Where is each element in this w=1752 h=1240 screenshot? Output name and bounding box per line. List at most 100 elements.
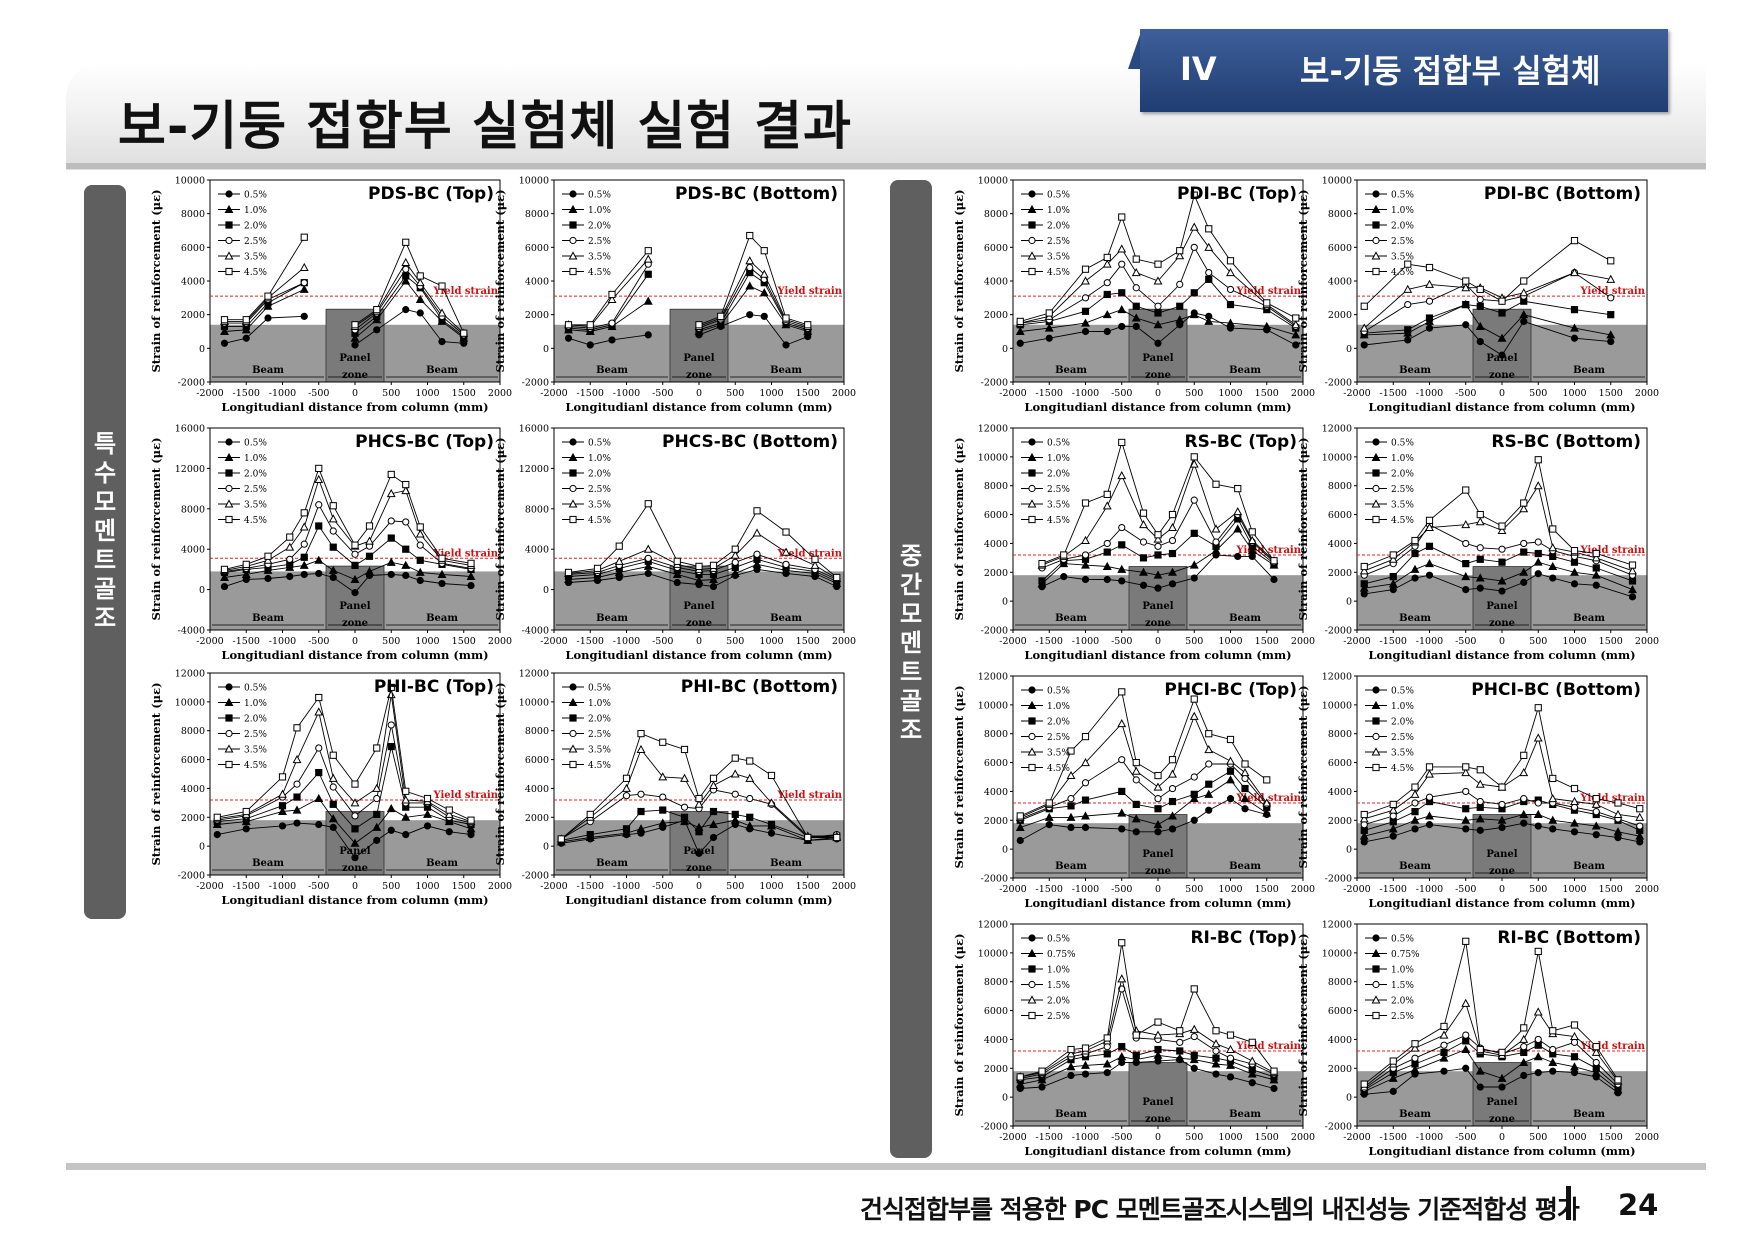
x-tick-label: -500: [1111, 1132, 1132, 1143]
data-point: [1425, 763, 1434, 771]
data-point: [1570, 547, 1579, 555]
y-tick-label: 6000: [984, 758, 1008, 769]
data-point: [1103, 1034, 1111, 1042]
data-point: [643, 296, 653, 305]
panel-zone-label: zone: [686, 863, 712, 874]
x-tick-label: 2000: [1291, 1132, 1315, 1143]
y-tick-label: 6000: [181, 755, 205, 766]
x-tick-label: -2000: [196, 636, 223, 647]
x-tick-label: -2000: [540, 881, 567, 892]
beam-label: Beam: [252, 365, 284, 376]
data-point: [1270, 575, 1278, 584]
x-axis-label: Longitudianl distance from column (mm): [1368, 896, 1635, 910]
data-point: [315, 693, 323, 702]
legend-marker: [569, 760, 577, 769]
yield-strain-label: Yield strain: [1236, 545, 1302, 556]
data-point: [746, 231, 754, 240]
data-point: [1118, 1058, 1126, 1067]
data-point: [373, 794, 381, 803]
data-point: [1103, 548, 1111, 556]
legend-marker: [1372, 438, 1380, 446]
data-point: [608, 319, 616, 327]
series-line: [224, 503, 472, 572]
legend-label: 1.0%: [1047, 454, 1070, 464]
data-point: [1153, 819, 1163, 829]
legend-label: 3.5%: [1391, 501, 1414, 511]
data-point: [1461, 520, 1471, 529]
data-point: [329, 573, 337, 582]
x-tick-label: 1000: [415, 388, 439, 399]
data-point: [1154, 260, 1162, 268]
data-point: [1519, 288, 1529, 297]
data-point: [402, 238, 410, 246]
data-point: [1411, 783, 1419, 791]
data-point: [1411, 574, 1419, 582]
y-tick-label: 0: [1002, 597, 1008, 608]
data-point: [315, 501, 323, 509]
data-point: [329, 527, 337, 535]
panel-zone-label: zone: [342, 370, 368, 381]
data-point: [1425, 279, 1434, 288]
y-tick-label: 8000: [1328, 729, 1352, 740]
data-point: [1067, 1071, 1075, 1080]
y-tick-label: 12000: [978, 672, 1008, 683]
data-point: [745, 256, 755, 265]
data-point: [760, 312, 768, 320]
data-point: [1359, 566, 1369, 575]
data-point: [1189, 1024, 1199, 1033]
series-line: [224, 467, 472, 570]
data-point: [328, 773, 338, 782]
data-point: [1212, 1047, 1220, 1055]
y-tick-label: 10000: [1322, 948, 1352, 959]
x-tick-label: -500: [1111, 636, 1132, 647]
data-point: [1534, 799, 1542, 807]
x-tick-label: 500: [1529, 884, 1547, 895]
data-point: [1359, 323, 1369, 332]
data-point: [1533, 1052, 1543, 1061]
y-tick-label: 2000: [181, 310, 205, 321]
data-point: [1591, 821, 1601, 830]
y-tick-label: 6000: [984, 510, 1008, 521]
data-point: [1212, 538, 1220, 546]
data-point: [1411, 1040, 1419, 1048]
data-point: [1549, 1067, 1557, 1075]
data-point: [1614, 1076, 1622, 1084]
data-point: [1497, 576, 1507, 585]
chart-panel: -4000 0 4000 8000 12000 16000 -2000 -1500 -1000 -…: [140, 420, 515, 670]
legend-marker: [1372, 190, 1380, 198]
legend-label: 0.5%: [1047, 439, 1070, 449]
beam-label: Beam: [770, 613, 802, 624]
data-point: [745, 821, 755, 830]
data-point: [278, 806, 287, 816]
data-point: [782, 341, 790, 349]
legend-label: 2.0%: [1391, 222, 1414, 232]
x-tick-label: 1000: [759, 636, 783, 647]
x-tick-label: 0: [1499, 388, 1505, 399]
data-point: [1635, 831, 1645, 840]
data-point: [1592, 795, 1600, 803]
data-point: [1498, 351, 1506, 359]
data-point: [833, 573, 841, 582]
data-point: [1520, 539, 1528, 548]
data-point: [242, 316, 250, 324]
data-point: [1118, 289, 1126, 297]
data-point: [1117, 564, 1127, 573]
data-point: [278, 773, 287, 781]
data-point: [1016, 812, 1024, 820]
legend-label: 0.5%: [244, 191, 267, 201]
data-point: [1462, 486, 1470, 494]
chart-panel: -2000 0 2000 4000 6000 8000 10000 12000 -2000 -15…: [1287, 916, 1662, 1166]
legend-label: 3.5%: [244, 253, 267, 263]
data-point: [1497, 525, 1507, 534]
data-point: [1498, 309, 1506, 317]
data-point: [264, 574, 272, 583]
data-point: [401, 795, 411, 804]
data-point: [1404, 260, 1412, 268]
data-point: [329, 823, 337, 831]
data-point: [1475, 573, 1485, 582]
legend-marker: [1027, 204, 1037, 213]
legend-marker: [1027, 499, 1037, 508]
beam-label: Beam: [1229, 861, 1261, 872]
data-point: [1519, 1034, 1529, 1043]
y-tick-label: 6000: [1328, 243, 1352, 254]
